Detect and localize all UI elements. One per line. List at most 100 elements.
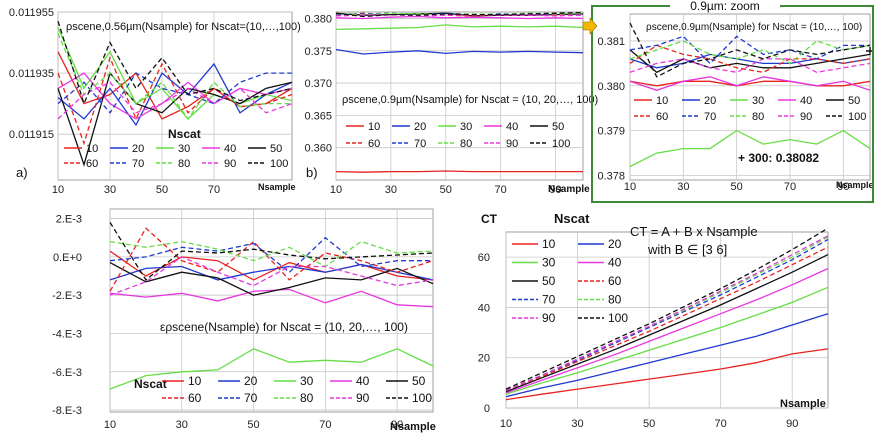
series-line-50: [109, 262, 434, 296]
series-line-80: [109, 240, 434, 268]
x-axis-label-eps: Nsample: [390, 421, 436, 433]
series-line-100: [57, 21, 293, 106]
series-line-80: [57, 33, 292, 121]
chart-b: 0.380 0.375 0.370 0.365 0.360 10 30 50 70 90: [304, 11, 584, 196]
x-tick-label: 10: [500, 418, 512, 430]
y-tick-label: 0.375: [304, 46, 332, 58]
legend-label-60: 60: [656, 111, 668, 123]
x-tick-label: 10: [624, 181, 636, 193]
x-tick-label: 50: [731, 181, 743, 193]
x-tick-label: 50: [247, 419, 259, 431]
legend-label-70: 70: [704, 111, 716, 123]
legend-label-20: 20: [244, 374, 258, 388]
y-tick-label: -2.E-3: [52, 290, 82, 302]
y-tick-label: 0.378: [597, 171, 625, 183]
x-axis-label-b: Nsample: [548, 184, 590, 195]
series-line-90: [505, 235, 829, 391]
y-tick-label: -8.E-3: [52, 405, 82, 417]
legend-label-70: 70: [132, 158, 144, 170]
series-line-90: [109, 256, 434, 296]
legend-label-40: 40: [506, 121, 518, 133]
series-line-60: [629, 44, 871, 73]
legend-label-ct-70: 70: [542, 293, 556, 307]
series-line-30: [505, 286, 829, 395]
legend-title-eps: Nscat: [134, 377, 167, 391]
panel-label-a: a): [16, 165, 28, 180]
series-line-30: [57, 27, 293, 120]
legend-label-20: 20: [132, 143, 144, 155]
series-line-40: [629, 76, 871, 91]
chart-a: 0.011955 0.011935 0.011915 10 30 50 70: [9, 7, 293, 196]
y-tick-label: -6.E-3: [52, 367, 82, 379]
series-line-40: [505, 267, 829, 394]
legend-label-60: 60: [86, 158, 98, 170]
annotation-zoom: + 300: 0.38082: [738, 151, 819, 165]
legend-label-30: 30: [178, 143, 190, 155]
x-tick-label: 50: [156, 184, 168, 196]
chart-ct: 60 40 20 0 10 30 50 70 90: [478, 227, 829, 430]
legend-label-ct-90: 90: [542, 311, 556, 325]
legend-title-ct: Nscat: [554, 211, 590, 226]
legend-label-20: 20: [704, 95, 716, 107]
y-tick-label: -4.E-3: [52, 328, 82, 340]
legend-label-60: 60: [368, 138, 380, 150]
legend-label-ct-30: 30: [542, 256, 556, 270]
y-tick-label: 0: [484, 403, 490, 415]
legend-label-40: 40: [224, 143, 236, 155]
legend-label-100: 100: [552, 138, 570, 150]
x-tick-label: 70: [715, 418, 727, 430]
series-line-90: [629, 58, 871, 73]
series-line-20: [335, 48, 584, 55]
zoom-label-box: [670, 0, 780, 12]
legend-label-50: 50: [552, 121, 564, 133]
legend-title-a: Nscat: [168, 127, 201, 141]
x-axis-label-ct: Nsample: [780, 398, 826, 410]
series-line-70: [109, 236, 433, 274]
x-tick-label: 30: [571, 418, 583, 430]
x-tick-label: 10: [104, 419, 116, 431]
plot-area-ct: [505, 231, 829, 409]
x-tick-label: 90: [549, 184, 561, 196]
y-tick-label: 40: [478, 302, 490, 314]
legend-label-ct-50: 50: [542, 274, 556, 288]
x-tick-label: 70: [784, 181, 796, 193]
y-tick-label: 2.E-3: [56, 214, 82, 226]
series-line-30: [629, 129, 871, 168]
series-line-20: [109, 263, 434, 281]
y-tick-label: 0.370: [304, 78, 332, 90]
x-tick-label: 50: [643, 418, 655, 430]
chart-title-zoom: ρscene,0.9µm(Nsample) for Nscat = (10,…,…: [646, 22, 862, 33]
series-line-100: [629, 22, 871, 78]
series-line-10: [505, 348, 829, 401]
x-tick-label: 90: [786, 418, 798, 430]
plot-area-zoom: [629, 13, 871, 181]
x-tick-label: 30: [677, 181, 689, 193]
series-line-80: [629, 40, 871, 65]
y-tick-label: 0.380: [304, 13, 332, 25]
legend-label-ct-80: 80: [608, 293, 622, 307]
legend-label-ct-60: 60: [608, 274, 622, 288]
series-line-40: [335, 15, 584, 20]
x-tick-label: 30: [385, 184, 397, 196]
legend-label-90: 90: [506, 138, 518, 150]
y-tick-label: 20: [478, 353, 490, 365]
equation-line1: CT = A + B x Nsample: [630, 224, 758, 239]
legend-label-50: 50: [412, 374, 426, 388]
legend-label-10: 10: [656, 95, 668, 107]
legend-label-ct-10: 10: [542, 237, 556, 251]
x-axis-label-a: Nsample: [258, 182, 296, 192]
legend-label-ct-20: 20: [608, 237, 622, 251]
legend-label-80: 80: [300, 391, 314, 405]
x-axis-label-zoom: Nsample: [836, 180, 874, 190]
legend-label-80: 80: [178, 158, 190, 170]
series-line-10: [629, 80, 871, 87]
legend-label-50: 50: [848, 95, 860, 107]
chart-title-eps: ερscene(Nsample) for Nscat = (10, 20,…, …: [160, 320, 408, 334]
chart-eps: 2.E-3 0.E+0 -2.E-3 -4.E-3 -6.E-3 -8.E-3 10 30 50…: [52, 208, 434, 431]
chart-title-b: ρscene,0.9µm(Nsample) for Nscat = (10, 2…: [342, 94, 598, 106]
y-tick-label: 0.365: [304, 110, 332, 122]
legend-label-20: 20: [414, 121, 426, 133]
y-tick-label: 0.011955: [9, 7, 54, 19]
